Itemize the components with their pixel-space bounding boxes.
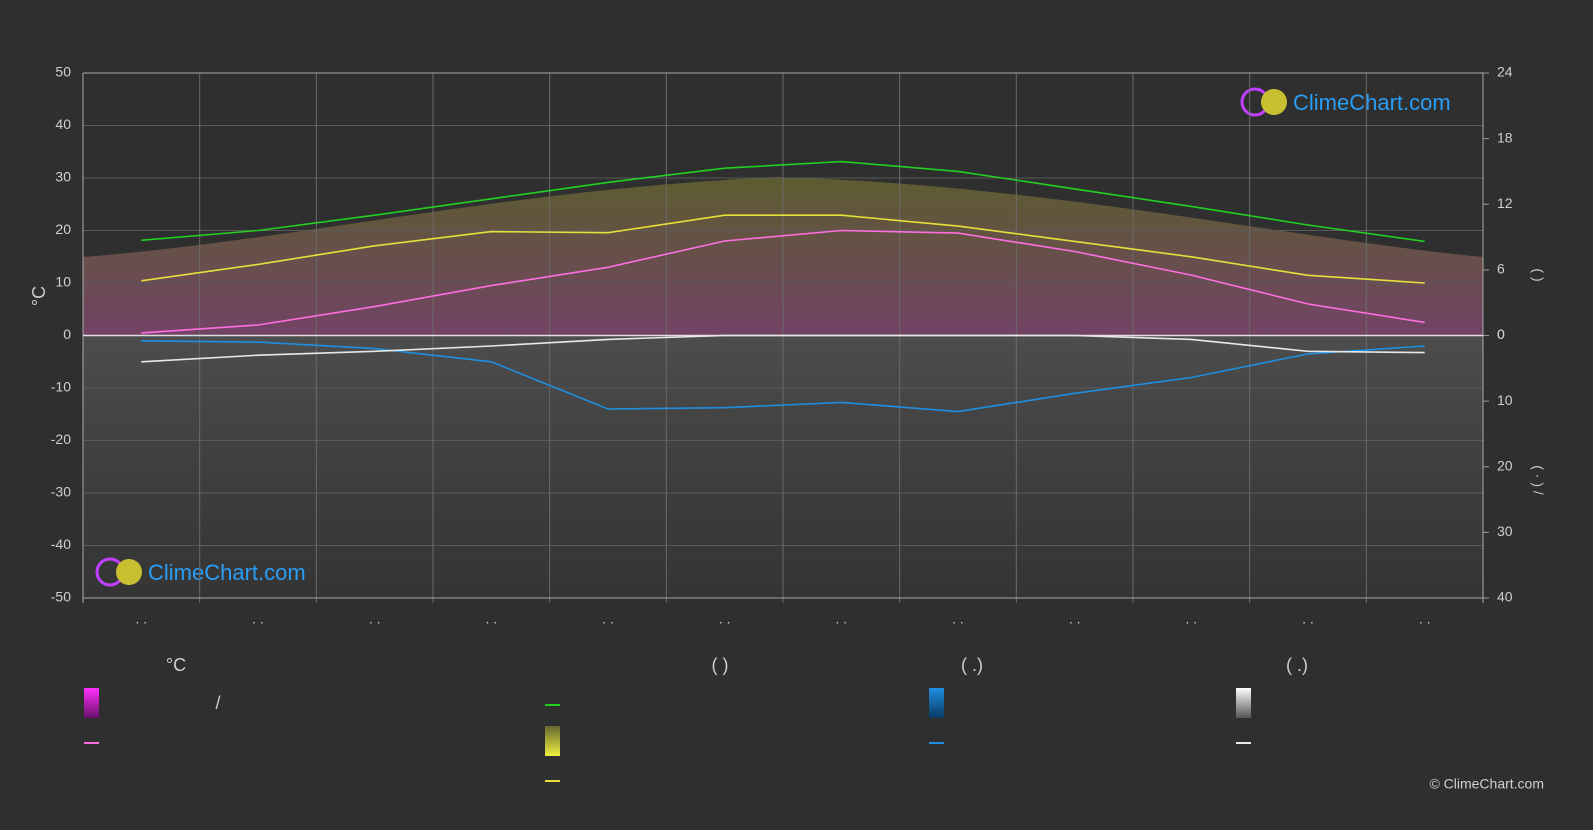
x-tick-label: . . [485, 611, 497, 627]
logo-icon [116, 559, 142, 585]
series-line [141, 160, 1425, 243]
y3-tick-label: 30 [1497, 523, 1513, 539]
series-line [141, 229, 1425, 334]
x-tick-label: . . [719, 611, 731, 627]
y-tick-label: 10 [55, 274, 71, 290]
series-line [141, 334, 1425, 363]
copyright: © ClimeChart.com [1429, 776, 1544, 792]
y-tick-label: 40 [55, 116, 71, 132]
logo-icon [1261, 89, 1287, 115]
y-tick-label: 0 [63, 326, 71, 342]
x-tick-label: . . [1302, 611, 1314, 627]
x-tick-label: . . [1185, 611, 1197, 627]
x-tick-label: . . [1069, 611, 1081, 627]
y2-tick-label: 18 [1497, 129, 1513, 145]
legend-header: °C [166, 655, 186, 675]
legend-swatch [1236, 688, 1251, 718]
y-tick-label: 50 [55, 64, 71, 80]
y-tick-label: -50 [51, 589, 71, 605]
watermark: ClimeChart.com [148, 560, 306, 585]
y-tick-label: 20 [55, 221, 71, 237]
legend-header: ( ) [712, 655, 729, 675]
y-tick-label: -40 [51, 536, 71, 552]
y-tick-label: 30 [55, 169, 71, 185]
legend-text: / [215, 693, 220, 713]
x-tick-label: . . [952, 611, 964, 627]
watermark: ClimeChart.com [1293, 90, 1451, 115]
y2-tick-label: 24 [1497, 64, 1513, 80]
y2-axis-title: ( ) [1530, 268, 1546, 281]
y-tick-label: -20 [51, 431, 71, 447]
x-tick-label: . . [135, 611, 147, 627]
legend-swatch [84, 688, 99, 718]
y-tick-label: -10 [51, 379, 71, 395]
x-tick-label: . . [835, 611, 847, 627]
y-axis-title: °C [29, 286, 49, 306]
y3-tick-label: 40 [1497, 589, 1513, 605]
y2-tick-label: 12 [1497, 195, 1513, 211]
logo: ClimeChart.com [1240, 87, 1451, 117]
x-tick-label: . . [1419, 611, 1431, 627]
legend-swatch [929, 688, 944, 718]
x-tick-label: . . [369, 611, 381, 627]
logo: ClimeChart.com [95, 557, 306, 587]
y3-tick-label: 10 [1497, 392, 1513, 408]
y-tick-label: -30 [51, 484, 71, 500]
x-tick-label: . . [602, 611, 614, 627]
legend-header: ( .) [1286, 655, 1308, 675]
legend-header: ( .) [961, 655, 983, 675]
y3-tick-label: 20 [1497, 457, 1513, 473]
x-tick-label: . . [252, 611, 264, 627]
y3-tick-label: 0 [1497, 326, 1505, 342]
legend-swatch [545, 726, 560, 756]
y2-tick-label: 0 [1497, 326, 1505, 342]
y3-axis-title: ( · ) / [1530, 465, 1546, 495]
series-line [141, 214, 1425, 284]
series-line [141, 340, 1425, 413]
y2-tick-label: 6 [1497, 261, 1505, 277]
